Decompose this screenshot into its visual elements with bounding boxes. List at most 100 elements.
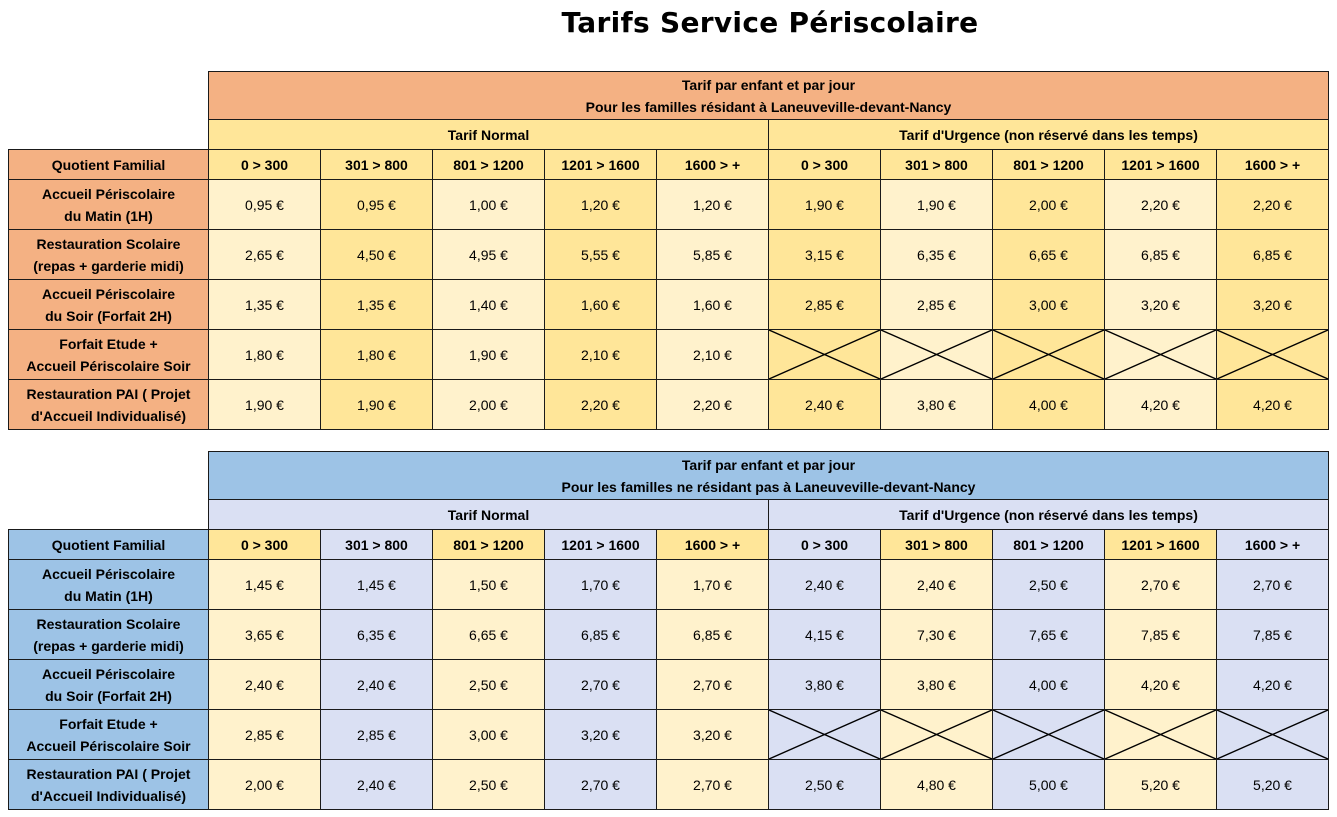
price-cell: 4,95 € [432, 229, 545, 280]
header-line-1: Tarif par enfant et par jour [681, 76, 856, 93]
price-cell: 6,35 € [880, 229, 993, 280]
bracket-header: 0 > 300 [768, 149, 881, 180]
price-cell: 2,85 € [208, 709, 321, 760]
price-cell: 2,50 € [768, 759, 881, 810]
price-cell: 5,20 € [1104, 759, 1217, 810]
quotient-familial-label: Quotient Familial [8, 149, 209, 180]
price-cell: 3,20 € [1216, 279, 1329, 330]
not-applicable-cell [992, 329, 1105, 380]
cross-icon [1105, 710, 1216, 759]
price-cell: 3,00 € [992, 279, 1105, 330]
price-cell: 2,50 € [432, 659, 545, 710]
not-applicable-cell [1216, 329, 1329, 380]
bracket-header: 0 > 300 [208, 149, 321, 180]
empty-corner [9, 452, 209, 500]
price-cell: 6,85 € [656, 609, 769, 660]
tarifs-table-non-residents: Tarif par enfant et par jour Pour les fa… [8, 451, 1329, 810]
bracket-header: 1201 > 1600 [544, 149, 657, 180]
price-cell: 1,00 € [432, 179, 545, 230]
tarif-urgence-header: Tarif d'Urgence (non réservé dans les te… [768, 499, 1329, 530]
cross-icon [993, 330, 1104, 379]
price-cell: 2,85 € [880, 279, 993, 330]
bracket-header: 301 > 800 [320, 149, 433, 180]
price-cell: 4,00 € [992, 379, 1105, 430]
bracket-header: 1600 > + [1216, 149, 1329, 180]
table-row: Forfait Etude + Accueil Périscolaire Soir… [8, 329, 1329, 380]
price-cell: 2,20 € [544, 379, 657, 430]
not-applicable-cell [880, 329, 993, 380]
tarif-normal-header: Tarif Normal [208, 119, 769, 150]
bracket-header: 801 > 1200 [992, 149, 1105, 180]
price-cell: 4,00 € [992, 659, 1105, 710]
table-row: Accueil Périscolaire du Matin (1H) 1,45 €… [8, 559, 1329, 610]
price-cell: 4,80 € [880, 759, 993, 810]
price-cell: 2,20 € [656, 379, 769, 430]
bracket-header: 0 > 300 [208, 529, 321, 560]
price-cell: 3,80 € [880, 659, 993, 710]
price-cell: 3,20 € [1104, 279, 1217, 330]
cross-icon [1217, 330, 1328, 379]
price-cell: 1,90 € [768, 179, 881, 230]
cross-icon [769, 330, 880, 379]
price-cell: 4,20 € [1216, 659, 1329, 710]
price-cell: 6,35 € [320, 609, 433, 660]
price-cell: 2,40 € [320, 659, 433, 710]
bracket-header: 801 > 1200 [992, 529, 1105, 560]
price-cell: 2,10 € [656, 329, 769, 380]
price-cell: 2,85 € [768, 279, 881, 330]
price-cell: 2,00 € [208, 759, 321, 810]
price-cell: 0,95 € [208, 179, 321, 230]
bracket-header: 1201 > 1600 [544, 529, 657, 560]
tarif-normal-header: Tarif Normal [208, 499, 769, 530]
price-cell: 5,85 € [656, 229, 769, 280]
price-cell: 1,45 € [320, 559, 433, 610]
price-cell: 2,20 € [1216, 179, 1329, 230]
row-label: Forfait Etude + Accueil Périscolaire Soir [8, 329, 209, 380]
price-cell: 5,55 € [544, 229, 657, 280]
price-cell: 7,30 € [880, 609, 993, 660]
price-cell: 7,85 € [1104, 609, 1217, 660]
price-cell: 2,40 € [320, 759, 433, 810]
price-cell: 4,20 € [1216, 379, 1329, 430]
price-cell: 1,60 € [544, 279, 657, 330]
table-row: Accueil Périscolaire du Matin (1H) 0,95 €… [8, 179, 1329, 230]
price-cell: 4,20 € [1104, 659, 1217, 710]
price-cell: 1,70 € [544, 559, 657, 610]
price-cell: 2,70 € [544, 759, 657, 810]
row-label: Restauration PAI ( Projet d'Accueil Indiv… [8, 379, 209, 430]
bracket-header: 1600 > + [1216, 529, 1329, 560]
cross-icon [881, 330, 992, 379]
empty-corner [9, 72, 209, 120]
row-label: Accueil Périscolaire du Soir (Forfait 2H) [8, 659, 209, 710]
table-row: Accueil Périscolaire du Soir (Forfait 2H)… [8, 279, 1329, 330]
price-cell: 1,90 € [432, 329, 545, 380]
price-cell: 0,95 € [320, 179, 433, 230]
bracket-header: 301 > 800 [880, 149, 993, 180]
price-cell: 4,20 € [1104, 379, 1217, 430]
table-header: Tarif par enfant et par jour Pour les fa… [208, 71, 1329, 120]
price-cell: 6,65 € [432, 609, 545, 660]
price-cell: 1,90 € [208, 379, 321, 430]
price-cell: 3,20 € [656, 709, 769, 760]
price-cell: 7,65 € [992, 609, 1105, 660]
price-cell: 1,80 € [320, 329, 433, 380]
empty-corner [9, 500, 209, 530]
bracket-header: 301 > 800 [880, 529, 993, 560]
price-cell: 1,50 € [432, 559, 545, 610]
row-label: Accueil Périscolaire du Soir (Forfait 2H) [8, 279, 209, 330]
header-line-2: Pour les familles résidant à Laneuvevill… [585, 98, 952, 115]
price-cell: 2,70 € [656, 659, 769, 710]
price-cell: 6,65 € [992, 229, 1105, 280]
bracket-header: 1201 > 1600 [1104, 529, 1217, 560]
cross-icon [1217, 710, 1328, 759]
price-cell: 5,00 € [992, 759, 1105, 810]
not-applicable-cell [768, 709, 881, 760]
price-cell: 1,20 € [544, 179, 657, 230]
bracket-header: 1600 > + [656, 149, 769, 180]
price-cell: 2,85 € [320, 709, 433, 760]
bracket-header: 1201 > 1600 [1104, 149, 1217, 180]
price-cell: 2,40 € [768, 379, 881, 430]
table-header: Tarif par enfant et par jour Pour les fa… [208, 451, 1329, 500]
price-cell: 1,70 € [656, 559, 769, 610]
price-cell: 2,00 € [432, 379, 545, 430]
